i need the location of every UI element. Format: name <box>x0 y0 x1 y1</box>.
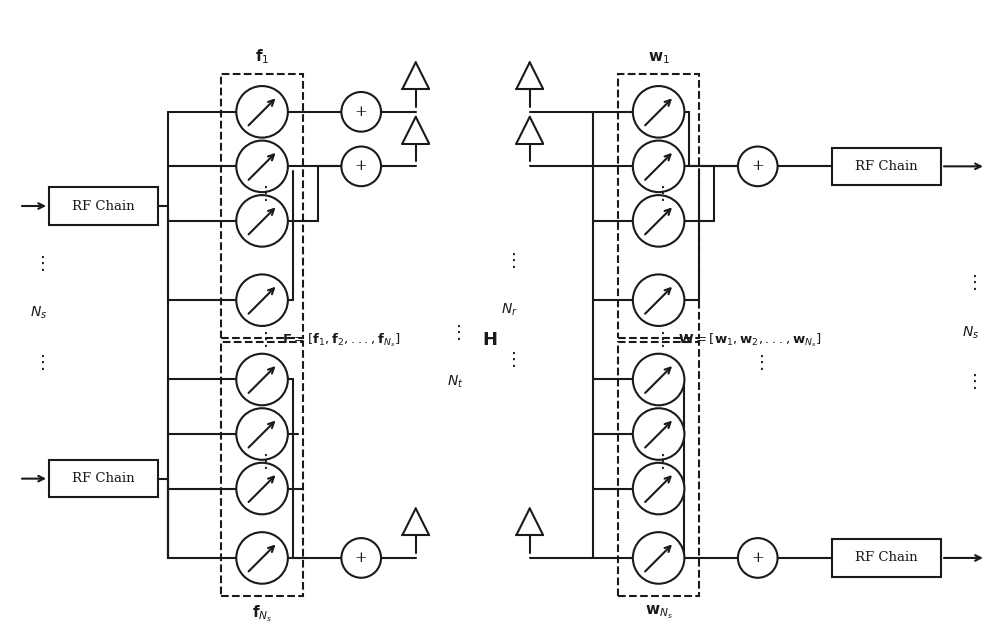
Text: $\vdots$: $\vdots$ <box>965 273 977 292</box>
Circle shape <box>236 195 288 247</box>
Text: $\vdots$: $\vdots$ <box>504 350 516 369</box>
Circle shape <box>341 538 381 578</box>
Text: $\vdots$: $\vdots$ <box>449 323 461 342</box>
Text: $\vdots$: $\vdots$ <box>752 353 764 372</box>
Circle shape <box>236 532 288 583</box>
Text: $N_r$: $N_r$ <box>501 302 518 318</box>
Circle shape <box>341 147 381 186</box>
Bar <box>221 342 303 596</box>
Text: $\mathbf{W}=[\mathbf{w}_1,\mathbf{w}_2,...,\mathbf{w}_{N_s}]$: $\mathbf{W}=[\mathbf{w}_1,\mathbf{w}_2,.… <box>678 331 822 348</box>
Bar <box>618 342 699 596</box>
Text: $\vdots$: $\vdots$ <box>256 184 268 203</box>
Circle shape <box>236 274 288 326</box>
Text: $\vdots$: $\vdots$ <box>504 251 516 270</box>
Text: +: + <box>355 105 368 119</box>
Circle shape <box>236 86 288 138</box>
Text: $\vdots$: $\vdots$ <box>33 353 45 372</box>
Circle shape <box>633 274 684 326</box>
Text: $\vdots$: $\vdots$ <box>653 184 665 203</box>
Text: +: + <box>355 551 368 565</box>
Text: $\mathbf{f}_1$: $\mathbf{f}_1$ <box>255 48 269 66</box>
Circle shape <box>738 538 778 578</box>
Circle shape <box>633 140 684 192</box>
Circle shape <box>236 408 288 460</box>
Circle shape <box>341 92 381 131</box>
Circle shape <box>633 86 684 138</box>
Text: $\mathbf{f}_{N_s}$: $\mathbf{f}_{N_s}$ <box>252 603 272 624</box>
Bar <box>221 74 303 338</box>
Text: $N_s$: $N_s$ <box>962 324 980 341</box>
Text: +: + <box>751 159 764 173</box>
Bar <box>49 187 158 225</box>
Circle shape <box>633 463 684 515</box>
Circle shape <box>236 354 288 405</box>
Text: $\mathbf{w}_1$: $\mathbf{w}_1$ <box>648 50 670 66</box>
Text: RF Chain: RF Chain <box>72 472 135 485</box>
Text: $\vdots$: $\vdots$ <box>33 254 45 272</box>
Bar <box>832 147 941 185</box>
Text: $\mathbf{F}=[\mathbf{f}_1,\mathbf{f}_2,...,\mathbf{f}_{N_s}]$: $\mathbf{F}=[\mathbf{f}_1,\mathbf{f}_2,.… <box>282 331 400 348</box>
Text: +: + <box>355 159 368 173</box>
Text: $N_t$: $N_t$ <box>447 374 464 390</box>
Circle shape <box>633 408 684 460</box>
Text: $\vdots$: $\vdots$ <box>653 330 665 349</box>
Bar <box>618 74 699 338</box>
Text: $\vdots$: $\vdots$ <box>965 372 977 392</box>
Text: $\vdots$: $\vdots$ <box>256 330 268 349</box>
Text: RF Chain: RF Chain <box>855 551 918 564</box>
Circle shape <box>633 354 684 405</box>
Bar <box>832 539 941 577</box>
Circle shape <box>633 195 684 247</box>
Circle shape <box>633 532 684 583</box>
Circle shape <box>236 463 288 515</box>
Text: $N_s$: $N_s$ <box>30 305 48 321</box>
Circle shape <box>236 140 288 192</box>
Text: $\mathbf{H}$: $\mathbf{H}$ <box>482 331 498 349</box>
Text: RF Chain: RF Chain <box>72 200 135 213</box>
Text: RF Chain: RF Chain <box>855 160 918 173</box>
Text: +: + <box>751 551 764 565</box>
Text: $\vdots$: $\vdots$ <box>256 452 268 471</box>
Text: $\vdots$: $\vdots$ <box>653 452 665 471</box>
Circle shape <box>738 147 778 186</box>
Bar <box>49 460 158 497</box>
Text: $\mathbf{w}_{N_s}$: $\mathbf{w}_{N_s}$ <box>645 603 673 621</box>
